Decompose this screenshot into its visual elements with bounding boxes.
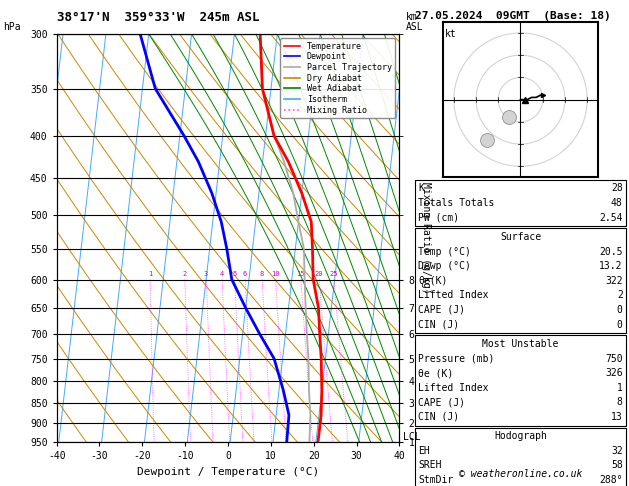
Text: StmDir: StmDir xyxy=(418,475,454,485)
Text: 27.05.2024  09GMT  (Base: 18): 27.05.2024 09GMT (Base: 18) xyxy=(415,11,611,21)
Text: 288°: 288° xyxy=(599,475,623,485)
Text: 28: 28 xyxy=(611,183,623,193)
Text: 2: 2 xyxy=(617,290,623,300)
Text: Lifted Index: Lifted Index xyxy=(418,290,489,300)
Text: 20.5: 20.5 xyxy=(599,246,623,257)
Text: θe(K): θe(K) xyxy=(418,276,448,286)
Text: kt: kt xyxy=(445,29,457,38)
Text: 1: 1 xyxy=(617,383,623,393)
Text: Most Unstable: Most Unstable xyxy=(482,339,559,349)
Text: 13.2: 13.2 xyxy=(599,261,623,271)
Text: 322: 322 xyxy=(605,276,623,286)
Text: Temp (°C): Temp (°C) xyxy=(418,246,471,257)
Text: km: km xyxy=(406,12,418,22)
Text: CIN (J): CIN (J) xyxy=(418,320,459,330)
Text: CAPE (J): CAPE (J) xyxy=(418,397,465,407)
Text: CAPE (J): CAPE (J) xyxy=(418,305,465,315)
Text: 2: 2 xyxy=(182,271,187,277)
Text: 326: 326 xyxy=(605,368,623,378)
Text: 5: 5 xyxy=(232,271,237,277)
Text: 3: 3 xyxy=(204,271,208,277)
Text: Surface: Surface xyxy=(500,232,541,242)
X-axis label: Dewpoint / Temperature (°C): Dewpoint / Temperature (°C) xyxy=(137,467,319,477)
Text: 48: 48 xyxy=(611,198,623,208)
Text: 15: 15 xyxy=(296,271,304,277)
Text: 0: 0 xyxy=(617,305,623,315)
Text: Pressure (mb): Pressure (mb) xyxy=(418,353,494,364)
Text: 8: 8 xyxy=(617,397,623,407)
Text: 32: 32 xyxy=(611,446,623,456)
Text: 38°17'N  359°33'W  245m ASL: 38°17'N 359°33'W 245m ASL xyxy=(57,11,259,24)
Text: PW (cm): PW (cm) xyxy=(418,213,459,223)
Text: CIN (J): CIN (J) xyxy=(418,412,459,422)
Text: hPa: hPa xyxy=(3,22,21,32)
Text: EH: EH xyxy=(418,446,430,456)
Text: 6: 6 xyxy=(243,271,247,277)
Text: 20: 20 xyxy=(314,271,323,277)
Text: θe (K): θe (K) xyxy=(418,368,454,378)
Text: ASL: ASL xyxy=(406,22,423,32)
Legend: Temperature, Dewpoint, Parcel Trajectory, Dry Adiabat, Wet Adiabat, Isotherm, Mi: Temperature, Dewpoint, Parcel Trajectory… xyxy=(281,38,395,118)
Text: Lifted Index: Lifted Index xyxy=(418,383,489,393)
Text: SREH: SREH xyxy=(418,461,442,470)
Text: 1: 1 xyxy=(148,271,152,277)
Text: Dewp (°C): Dewp (°C) xyxy=(418,261,471,271)
Text: 4: 4 xyxy=(220,271,224,277)
Text: 10: 10 xyxy=(271,271,279,277)
Text: 0: 0 xyxy=(617,320,623,330)
Text: Hodograph: Hodograph xyxy=(494,432,547,441)
Text: K: K xyxy=(418,183,424,193)
Y-axis label: Mixing Ratio (g/kg): Mixing Ratio (g/kg) xyxy=(421,182,431,294)
Text: LCL: LCL xyxy=(403,432,420,442)
Text: 13: 13 xyxy=(611,412,623,422)
Text: 25: 25 xyxy=(330,271,338,277)
Text: 2.54: 2.54 xyxy=(599,213,623,223)
Text: © weatheronline.co.uk: © weatheronline.co.uk xyxy=(459,469,582,479)
Text: 750: 750 xyxy=(605,353,623,364)
Text: Totals Totals: Totals Totals xyxy=(418,198,494,208)
Text: 58: 58 xyxy=(611,461,623,470)
Text: 8: 8 xyxy=(260,271,264,277)
